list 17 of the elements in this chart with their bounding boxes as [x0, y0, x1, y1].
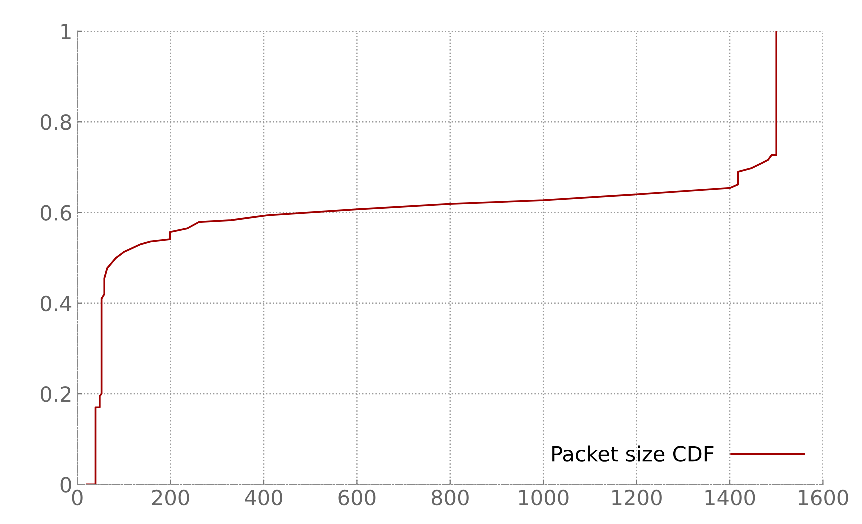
y-tick-label: 0.2	[40, 386, 71, 402]
x-tick-label: 0	[72, 490, 83, 506]
x-tick-label: 600	[338, 490, 376, 506]
x-tick-label: 200	[152, 490, 190, 506]
legend-label: Packet size CDF	[552, 446, 714, 462]
y-tick-label: 0.6	[40, 205, 72, 221]
x-tick-label: 400	[245, 490, 282, 506]
y-tick-label: 1	[62, 24, 71, 40]
y-tick-label: 0.4	[40, 296, 72, 312]
y-tick-label: 0.8	[40, 114, 72, 130]
line-series	[86, 31, 778, 485]
x-tick-label: 1600	[798, 490, 848, 506]
x-tick-label: 800	[432, 490, 469, 506]
x-tick-label: 1200	[612, 490, 662, 506]
x-tick-label: 1400	[706, 490, 756, 506]
y-tick-label: 0	[60, 477, 72, 493]
x-tick-label: 1000	[519, 490, 569, 506]
